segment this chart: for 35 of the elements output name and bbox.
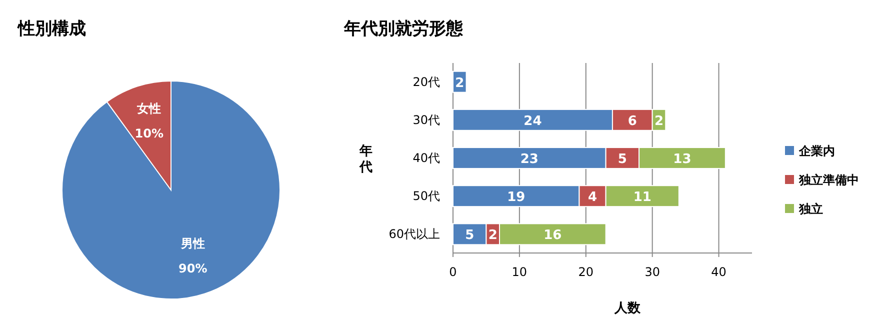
pie-slice [62,80,280,300]
data-label: 19 [507,190,526,206]
data-label: 11 [633,190,652,206]
y-axis-title: 年代 [358,144,372,175]
data-label: 10% [134,126,164,141]
data-label: 5 [465,228,474,244]
x-axis-title: 人数 [614,301,642,316]
data-label: 2 [488,228,498,244]
data-label: 23 [520,152,538,167]
y-tick-label: 20代 [412,74,440,89]
legend-label: 独立 [798,202,823,216]
data-label: 2 [654,114,664,129]
data-label: 2 [455,76,464,91]
chart-title: 性別構成 [17,19,86,39]
data-label: 4 [588,190,598,206]
y-tick-label: 60代以上 [388,227,440,242]
x-tick-label: 30 [644,265,660,279]
data-label: 6 [628,114,637,129]
data-label: 16 [544,228,562,244]
data-label: 90% [178,261,208,276]
slice-label: 男性 [180,236,205,250]
data-label: 13 [673,152,692,167]
x-tick-label: 10 [512,265,528,279]
x-tick-label: 40 [711,265,726,279]
slice-label: 女性 [136,102,162,116]
data-label: 5 [618,152,627,167]
data-label: 24 [524,114,542,129]
legend-label: 独立準備中 [798,173,859,187]
y-tick-label: 30代 [412,112,440,127]
chart-title: 年代別就労形態 [343,19,464,39]
legend-label: 企業内 [798,144,835,158]
y-tick-label: 50代 [412,189,440,204]
x-tick-label: 0 [449,265,457,279]
x-tick-label: 20 [578,265,594,279]
y-tick-label: 40代 [412,151,440,165]
